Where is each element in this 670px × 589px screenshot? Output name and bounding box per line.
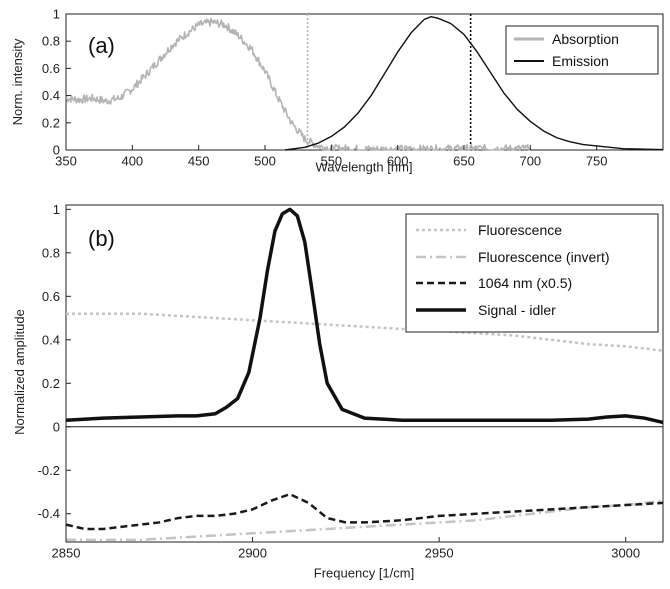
- panel-b-y-tick-label: 0.4: [42, 332, 60, 347]
- panel-a-x-tick-label: 600: [387, 154, 409, 169]
- panel-b-x-tick-label: 2850: [52, 546, 81, 561]
- panel-a-x-tick-label: 700: [519, 154, 541, 169]
- panel-b-y-tick-label: -0.4: [38, 506, 60, 521]
- panel-b-series-fluorescence: [66, 312, 664, 352]
- panel-a-x-tick-label: 500: [254, 154, 276, 169]
- panel-a-xlabel: Wavelength [nm]: [315, 160, 412, 175]
- panel-b-ylabel: Normalized amplitude: [12, 309, 27, 435]
- panel-b-legend-box: [405, 213, 659, 333]
- legend-label-fluorescence: Fluorescence: [478, 222, 562, 238]
- panel-a-legend-box: [505, 25, 659, 75]
- panel-a-legend: Absorption Emission: [505, 25, 659, 75]
- panel-a-x-tick-label: 350: [55, 154, 77, 169]
- panel-a-series-absorption: [65, 17, 531, 151]
- panel-a-x-tick-label: 400: [121, 154, 143, 169]
- legend-label-signal-idler: Signal - idler: [478, 302, 556, 318]
- panel-a-y-tick-label: 0.8: [42, 34, 60, 49]
- panel-b-y-tick-label: 0.8: [42, 245, 60, 260]
- legend-label-absorption: Absorption: [552, 31, 619, 47]
- legend-label-fluorescence-invert: Fluorescence (invert): [478, 249, 610, 265]
- legend-label-emission: Emission: [552, 53, 609, 69]
- panel-a-x-tick-label: 450: [188, 154, 210, 169]
- panel-b-x-tick-label: 2950: [425, 546, 454, 561]
- panel-b-x-tick-label: 3000: [611, 546, 640, 561]
- panel-a-y-tick-label: 0.4: [42, 88, 60, 103]
- panel-b-label: (b): [88, 226, 115, 251]
- panel-b-y-tick-label: 1: [53, 202, 60, 217]
- panel-a-ylabel: Norm. intensity: [10, 38, 25, 125]
- panel-a-y-tick-label: 1: [53, 7, 60, 22]
- panel-b-legend: Fluorescence Fluorescence (invert) 1064 …: [405, 213, 659, 333]
- panel-a-chart: 350 400 450 500 550 600 650 700 750 0 0.2 0.4 0.6 0.8…: [10, 7, 664, 175]
- panel-b-series-fluorescence-invert: [66, 499, 664, 542]
- panel-b-x-tick-label: 2900: [238, 546, 267, 561]
- legend-label-1064nm: 1064 nm (x0.5): [478, 275, 572, 291]
- panel-b-series-1064-nm-x0-5: [65, 492, 664, 531]
- panel-a-y-tick-label: 0.2: [42, 115, 60, 130]
- panel-a-x-tick-label: 650: [453, 154, 475, 169]
- panel-a-y-tick-label: 0: [53, 143, 60, 158]
- panel-b-series-signal-idler: [65, 207, 664, 425]
- panel-b-xlabel: Frequency [1/cm]: [314, 566, 414, 581]
- panel-b-y-tick-label: 0.6: [42, 289, 60, 304]
- panel-b-y-tick-label: -0.2: [38, 463, 60, 478]
- panel-b-y-tick-label: 0: [53, 419, 60, 434]
- panel-a-x-tick-label: 550: [320, 154, 342, 169]
- panel-a-x-tick-label: 750: [586, 154, 608, 169]
- panel-b-chart: 2850 2900 2950 3000 -0.4 -0.2 0 0.2 0.4 0.6 0.8 1 (…: [12, 202, 664, 581]
- panel-a-label: (a): [88, 33, 115, 58]
- panel-b-frame: [65, 204, 664, 543]
- panel-a-y-tick-label: 0.6: [42, 61, 60, 76]
- panel-b-y-tick-label: 0.2: [42, 376, 60, 391]
- panel-a-series-emission: [284, 16, 664, 151]
